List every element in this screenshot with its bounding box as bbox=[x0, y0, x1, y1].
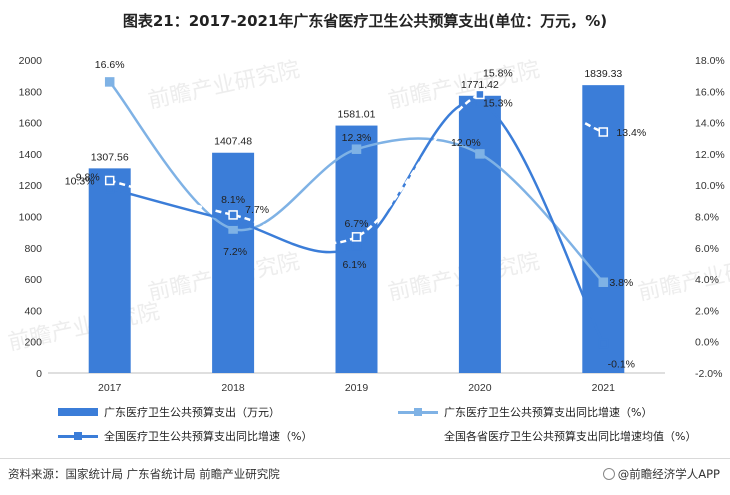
line-value-label: 7.7% bbox=[245, 204, 269, 216]
line-value-label: 13.4% bbox=[616, 127, 646, 139]
data-label-layer: 1307.56 1407.48 1581.01 1771.42 1839.33 16.6%… bbox=[65, 59, 646, 370]
line-value-label: 7.2% bbox=[223, 246, 247, 258]
brand-credit: @前瞻经济学人APP bbox=[602, 466, 720, 482]
bar-value-label: 1771.42 bbox=[461, 79, 499, 91]
y-left-tick-label: 400 bbox=[24, 305, 42, 317]
y-left-tick-label: 800 bbox=[24, 243, 42, 255]
bar-value-label: 1307.56 bbox=[91, 151, 129, 163]
y-left-tick-label: 1400 bbox=[19, 149, 43, 161]
brand-text: @前瞻经济学人APP bbox=[617, 467, 720, 481]
y-left-tick-label: 1600 bbox=[19, 118, 43, 130]
y-right-tick-label: 8.0% bbox=[695, 212, 719, 224]
y-right-tick-label: 12.0% bbox=[695, 149, 725, 161]
series-marker bbox=[228, 210, 238, 220]
y-left-tick-label: 1200 bbox=[19, 180, 43, 192]
series-marker bbox=[104, 77, 115, 87]
series-marker bbox=[104, 183, 115, 194]
y-right-tick-label: 4.0% bbox=[695, 274, 719, 286]
line-layer bbox=[104, 77, 609, 349]
legend-label: 广东医疗卫生公共预算支出同比增速（%） bbox=[444, 406, 653, 419]
line-value-label: 12.3% bbox=[342, 132, 372, 144]
y-left-tick-label: 600 bbox=[24, 274, 42, 286]
legend-label: 全国医疗卫生公共预算支出同比增速（%） bbox=[104, 430, 313, 443]
y-right-tick-label: 16.0% bbox=[695, 86, 725, 98]
y-right-tick-label: -2.0% bbox=[695, 368, 722, 380]
bar-layer bbox=[88, 85, 625, 374]
line-value-label: 3.8% bbox=[609, 277, 633, 289]
bar-value-label: 1407.48 bbox=[214, 136, 252, 148]
x-tick-label: 2020 bbox=[468, 382, 492, 394]
legend: 广东医疗卫生公共预算支出（万元） 广东医疗卫生公共预算支出同比增速（%） 全国医… bbox=[58, 404, 698, 448]
line-value-label: 8.1% bbox=[221, 194, 245, 206]
series-marker bbox=[598, 127, 609, 137]
legend-item-gd-spending: 广东医疗卫生公共预算支出（万元） bbox=[58, 404, 280, 420]
series-marker bbox=[475, 89, 485, 100]
series-marker bbox=[351, 144, 362, 154]
bar bbox=[88, 168, 131, 373]
x-tick-label: 2019 bbox=[345, 382, 369, 394]
line-value-label: 10.3% bbox=[65, 176, 95, 188]
y-left-tick-label: 0 bbox=[36, 368, 42, 380]
x-tick-label: 2021 bbox=[592, 382, 616, 394]
legend-swatch-dashed bbox=[398, 435, 438, 438]
legend-label: 广东医疗卫生公共预算支出（万元） bbox=[104, 406, 280, 419]
line-value-label: 9.8% bbox=[76, 171, 100, 183]
footer-divider bbox=[0, 458, 730, 459]
series-marker bbox=[475, 149, 485, 159]
series-line bbox=[109, 99, 605, 344]
line-value-label: 15.3% bbox=[483, 97, 513, 109]
series-marker bbox=[228, 224, 238, 234]
bar-value-label: 1581.01 bbox=[338, 109, 376, 121]
axis-layer: 0 200 400 600 800 1000 1200 1400 1600 1800 2000 -2.… bbox=[19, 55, 725, 394]
line-value-label: 6.7% bbox=[345, 218, 369, 230]
line-value-label: 15.8% bbox=[483, 67, 513, 79]
brand-logo-icon bbox=[602, 468, 615, 480]
y-right-tick-label: 10.0% bbox=[695, 180, 725, 192]
series-line bbox=[109, 89, 604, 245]
line-value-label: 12.0% bbox=[451, 137, 481, 149]
legend-item-gd-growth: 广东医疗卫生公共预算支出同比增速（%） bbox=[398, 404, 652, 420]
series-marker bbox=[104, 175, 115, 186]
legend-label: 全国各省医疗卫生公共预算支出同比增速均值（%） bbox=[444, 430, 697, 443]
y-right-tick-label: 0.0% bbox=[695, 337, 719, 349]
legend-swatch-line bbox=[398, 407, 438, 416]
line-value-label: -0.1% bbox=[608, 358, 635, 370]
y-left-tick-label: 200 bbox=[24, 337, 42, 349]
y-right-tick-label: 14.0% bbox=[695, 118, 725, 130]
legend-swatch-bar bbox=[58, 408, 98, 416]
bar bbox=[212, 152, 255, 373]
source-note: 资料来源：国家统计局 广东省统计局 前瞻产业研究院 bbox=[8, 467, 280, 481]
series-marker bbox=[598, 277, 609, 287]
bar bbox=[458, 95, 501, 373]
line-value-label: 16.6% bbox=[95, 59, 125, 71]
y-left-tick-label: 1000 bbox=[19, 212, 43, 224]
line-value-label: 6.1% bbox=[343, 259, 367, 271]
watermark-text: 前瞻产业研究院 bbox=[146, 57, 302, 113]
legend-swatch-line bbox=[58, 431, 98, 440]
series-marker bbox=[598, 338, 609, 349]
x-tick-label: 2018 bbox=[221, 382, 245, 394]
legend-item-nat-growth: 全国医疗卫生公共预算支出同比增速（%） bbox=[58, 428, 312, 444]
y-left-tick-label: 2000 bbox=[19, 55, 43, 67]
y-right-tick-label: 6.0% bbox=[695, 243, 719, 255]
series-marker bbox=[351, 241, 362, 251]
y-right-tick-label: 2.0% bbox=[695, 305, 719, 317]
bar-value-label: 1839.33 bbox=[584, 68, 622, 80]
chart-title: 图表21：2017-2021年广东省医疗卫生公共预算支出(单位：万元，%) bbox=[122, 12, 608, 30]
x-tick-label: 2017 bbox=[98, 382, 122, 394]
y-right-tick-label: 18.0% bbox=[695, 55, 725, 67]
y-left-tick-label: 1800 bbox=[19, 86, 43, 98]
series-marker bbox=[351, 232, 362, 242]
legend-item-avg-growth: 全国各省医疗卫生公共预算支出同比增速均值（%） bbox=[398, 428, 696, 444]
